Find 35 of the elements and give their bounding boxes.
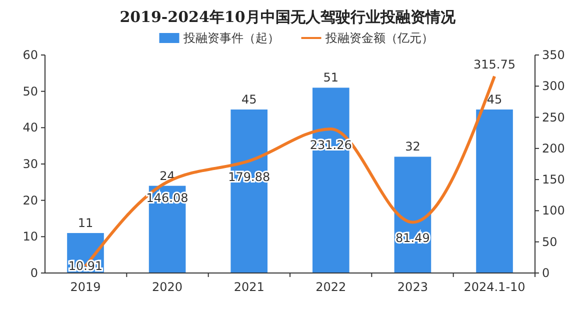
legend-label: 投融资事件（起）	[182, 31, 280, 45]
legend-label: 投融资金额（亿元）	[324, 31, 434, 45]
bar	[476, 110, 513, 273]
x-tick-label: 2020	[152, 280, 183, 294]
chart-title: 2019-2024年10月中国无人驾驶行业投融资情况	[120, 8, 456, 26]
x-tick-label: 2019	[70, 280, 101, 294]
x-tick-label: 2024.1-10	[464, 280, 526, 294]
data-label: 32	[405, 140, 420, 154]
y-tick-label: 0	[30, 266, 38, 280]
data-label: 45	[486, 92, 502, 106]
y2-tick-label: 150	[542, 172, 565, 187]
data-label: 315.75	[474, 57, 516, 72]
data-label: 11	[78, 216, 94, 230]
y-tick-label: 10	[22, 230, 38, 244]
x-tick-label: 2023	[397, 280, 428, 294]
y-tick-label: 30	[22, 157, 38, 171]
y-tick-label: 20	[22, 193, 38, 208]
data-label: 51	[323, 70, 339, 85]
bar	[312, 88, 350, 273]
y-tick-label: 60	[22, 48, 38, 62]
y-tick-label: 50	[22, 84, 38, 98]
data-label: 81.49	[396, 231, 430, 246]
y2-tick-label: 0	[542, 266, 550, 280]
x-tick-label: 2022	[316, 280, 346, 294]
bar	[230, 110, 268, 273]
y2-tick-label: 50	[542, 234, 558, 249]
y2-tick-label: 100	[542, 204, 565, 218]
y2-tick-label: 200	[542, 141, 565, 156]
y2-tick-label: 250	[542, 110, 565, 124]
data-label: 45	[241, 92, 257, 106]
y-tick-label: 40	[22, 120, 38, 135]
y2-tick-label: 350	[542, 48, 565, 62]
y2-tick-label: 300	[542, 79, 565, 94]
x-tick-label: 2021	[234, 280, 264, 294]
data-label: 10.91	[68, 259, 103, 273]
